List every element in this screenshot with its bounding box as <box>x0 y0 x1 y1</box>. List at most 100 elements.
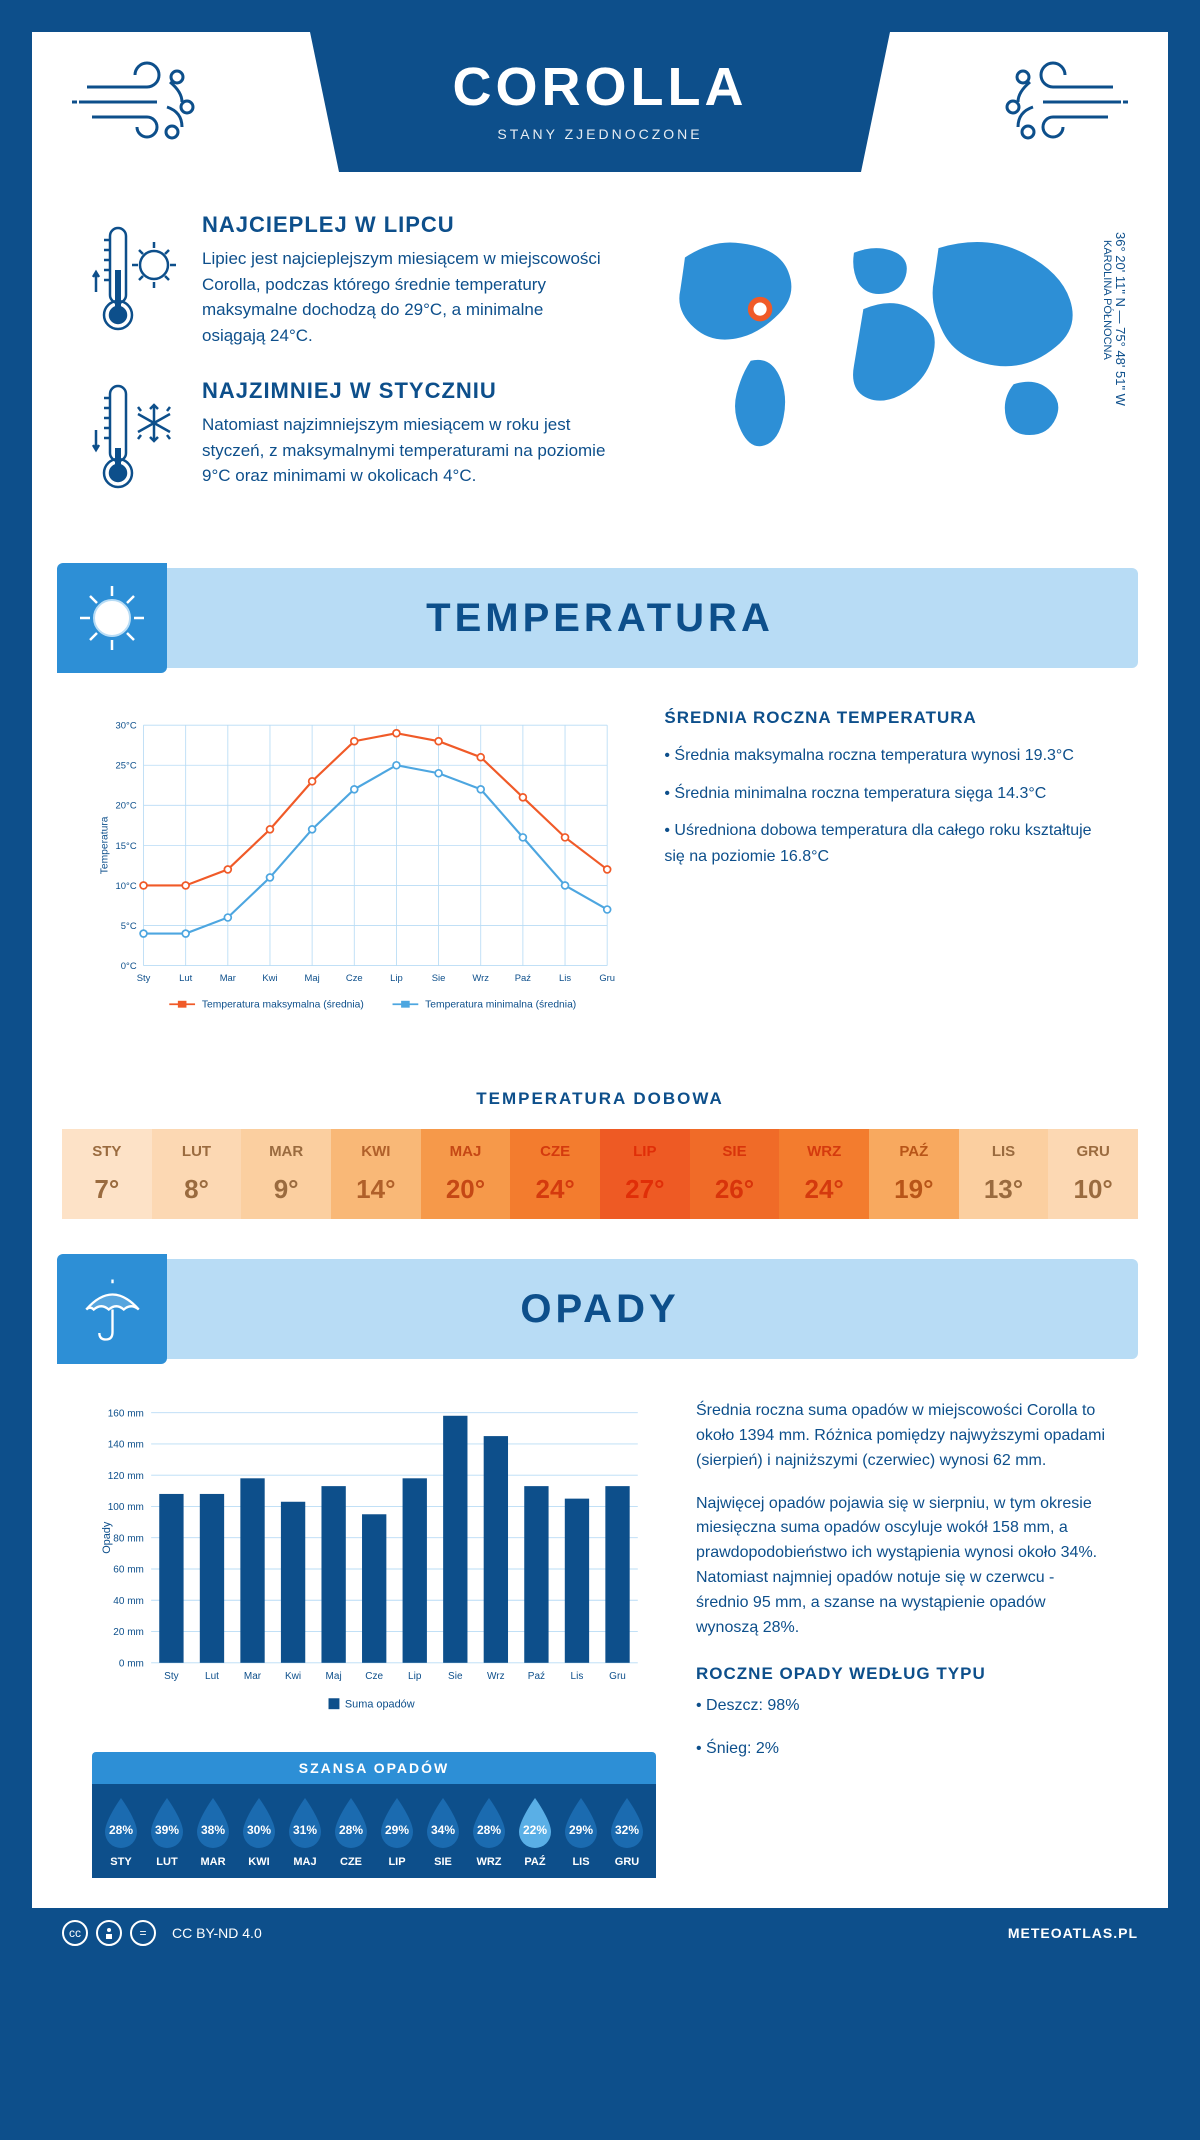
temp-stats-title: ŚREDNIA ROCZNA TEMPERATURA <box>664 708 1108 728</box>
svg-text:Cze: Cze <box>365 1671 383 1682</box>
temp-cell: CZE24° <box>510 1129 600 1219</box>
svg-text:160 mm: 160 mm <box>108 1409 144 1420</box>
svg-text:Maj: Maj <box>305 973 320 984</box>
svg-text:Cze: Cze <box>346 973 363 984</box>
precip-para: Najwięcej opadów pojawia się w sierpniu,… <box>696 1492 1108 1641</box>
svg-text:0°C: 0°C <box>121 961 137 972</box>
cold-text: Natomiast najzimniejszym miesiącem w rok… <box>202 412 608 489</box>
svg-text:Wrz: Wrz <box>472 973 489 984</box>
coord-lat: 36° 20' 11" N <box>1113 232 1128 307</box>
svg-text:Temperatura: Temperatura <box>99 816 110 874</box>
svg-text:Sie: Sie <box>448 1671 463 1682</box>
svg-text:0 mm: 0 mm <box>119 1659 144 1670</box>
svg-text:100 mm: 100 mm <box>108 1502 144 1513</box>
svg-text:Kwi: Kwi <box>262 973 277 984</box>
temp-cell: KWI14° <box>331 1129 421 1219</box>
rain-drop-col: 28% CZE <box>330 1796 372 1868</box>
page: COROLLA STANY ZJEDNOCZONE <box>20 20 1180 1970</box>
svg-text:Temperatura minimalna (średnia: Temperatura minimalna (średnia) <box>425 1000 576 1011</box>
svg-text:Lut: Lut <box>205 1671 219 1682</box>
sun-icon <box>72 578 152 658</box>
svg-text:Temperatura maksymalna (średni: Temperatura maksymalna (średnia) <box>202 1000 364 1011</box>
temp-stat: • Średnia maksymalna roczna temperatura … <box>664 743 1108 769</box>
svg-text:Lip: Lip <box>408 1671 422 1682</box>
section-title: TEMPERATURA <box>426 596 774 641</box>
coldest-block: NAJZIMNIEJ W STYCZNIU Natomiast najzimni… <box>92 378 608 498</box>
country-name: STANY ZJEDNOCZONE <box>330 126 870 142</box>
svg-text:30°C: 30°C <box>116 721 137 732</box>
header: COROLLA STANY ZJEDNOCZONE <box>32 32 1168 212</box>
wind-icon <box>988 52 1128 152</box>
svg-text:20°C: 20°C <box>116 801 137 812</box>
svg-text:140 mm: 140 mm <box>108 1440 144 1451</box>
temp-cell: SIE26° <box>690 1129 780 1219</box>
temp-cell: MAJ20° <box>421 1129 511 1219</box>
intro-section: NAJCIEPLEJ W LIPCU Lipiec jest najcieple… <box>32 212 1168 558</box>
svg-text:Lis: Lis <box>559 973 571 984</box>
svg-text:31%: 31% <box>293 1823 317 1837</box>
svg-text:Mar: Mar <box>244 1671 262 1682</box>
temp-cell: GRU10° <box>1048 1129 1138 1219</box>
temp-cell: MAR9° <box>241 1129 331 1219</box>
temp-cell: STY7° <box>62 1129 152 1219</box>
svg-text:25°C: 25°C <box>116 761 137 772</box>
svg-text:Mar: Mar <box>220 973 236 984</box>
svg-text:22%: 22% <box>523 1823 547 1837</box>
rain-drop-col: 31% MAJ <box>284 1796 326 1868</box>
rain-drop-col: 22% PAŹ <box>514 1796 556 1868</box>
temperature-line-chart: 0°C5°C10°C15°C20°C25°C30°CStyLutMarKwiMa… <box>92 708 624 1034</box>
hottest-block: NAJCIEPLEJ W LIPCU Lipiec jest najcieple… <box>92 212 608 348</box>
svg-text:Sty: Sty <box>164 1671 178 1682</box>
rain-drop-col: 39% LUT <box>146 1796 188 1868</box>
precip-type-snow: • Śnieg: 2% <box>696 1737 1108 1762</box>
svg-text:Maj: Maj <box>326 1671 342 1682</box>
cold-title: NAJZIMNIEJ W STYCZNIU <box>202 378 608 404</box>
svg-text:5°C: 5°C <box>121 921 137 932</box>
daily-temp-grid: STY7° LUT8° MAR9° KWI14° MAJ20° CZE24° L… <box>62 1129 1138 1219</box>
svg-text:38%: 38% <box>201 1823 225 1837</box>
svg-text:Lis: Lis <box>571 1671 584 1682</box>
temp-cell: LIS13° <box>959 1129 1049 1219</box>
wind-icon <box>72 52 212 152</box>
cc-icon: cc <box>62 1920 88 1946</box>
svg-text:Suma opadów: Suma opadów <box>345 1699 415 1711</box>
svg-text:28%: 28% <box>109 1823 133 1837</box>
nd-icon: = <box>130 1920 156 1946</box>
thermometer-cold-icon <box>92 378 182 498</box>
rain-chance-panel: SZANSA OPADÓW 28% STY 39% LUT 38% MAR 30… <box>92 1752 656 1878</box>
svg-text:Paź: Paź <box>528 1671 545 1682</box>
rain-drop-col: 28% STY <box>100 1796 142 1868</box>
temp-cell: LIP27° <box>600 1129 690 1219</box>
by-icon <box>96 1920 122 1946</box>
precipitation-bar-chart: 0 mm20 mm40 mm60 mm80 mm100 mm120 mm140 … <box>92 1399 656 1726</box>
svg-text:Paź: Paź <box>515 973 532 984</box>
site-name: METEOATLAS.PL <box>1008 1925 1138 1941</box>
svg-text:Gru: Gru <box>609 1671 626 1682</box>
city-name: COROLLA <box>330 56 870 118</box>
precip-para: Średnia roczna suma opadów w miejscowośc… <box>696 1399 1108 1473</box>
rain-drop-col: 30% KWI <box>238 1796 280 1868</box>
umbrella-icon <box>75 1272 150 1347</box>
svg-text:39%: 39% <box>155 1823 179 1837</box>
svg-text:29%: 29% <box>569 1823 593 1837</box>
svg-text:80 mm: 80 mm <box>113 1534 144 1545</box>
temp-cell: PAŹ19° <box>869 1129 959 1219</box>
precip-type-title: ROCZNE OPADY WEDŁUG TYPU <box>696 1664 1108 1684</box>
svg-text:60 mm: 60 mm <box>113 1565 144 1576</box>
temperature-header: TEMPERATURA <box>62 568 1138 668</box>
hot-text: Lipiec jest najcieplejszym miesiącem w m… <box>202 246 608 348</box>
svg-text:28%: 28% <box>339 1823 363 1837</box>
svg-text:Lip: Lip <box>390 973 403 984</box>
rain-drop-col: 28% WRZ <box>468 1796 510 1868</box>
svg-text:Gru: Gru <box>599 973 615 984</box>
precipitation-content: 0 mm20 mm40 mm60 mm80 mm100 mm120 mm140 … <box>32 1369 1168 1907</box>
svg-text:Lut: Lut <box>179 973 192 984</box>
svg-text:20 mm: 20 mm <box>113 1627 144 1638</box>
svg-text:10°C: 10°C <box>116 881 137 892</box>
coord-lon: 75° 48' 51" W <box>1113 327 1128 406</box>
svg-text:Kwi: Kwi <box>285 1671 301 1682</box>
rain-drop-col: 34% SIE <box>422 1796 464 1868</box>
temp-cell: WRZ24° <box>779 1129 869 1219</box>
svg-text:28%: 28% <box>477 1823 501 1837</box>
temperature-content: 0°C5°C10°C15°C20°C25°C30°CStyLutMarKwiMa… <box>32 678 1168 1069</box>
